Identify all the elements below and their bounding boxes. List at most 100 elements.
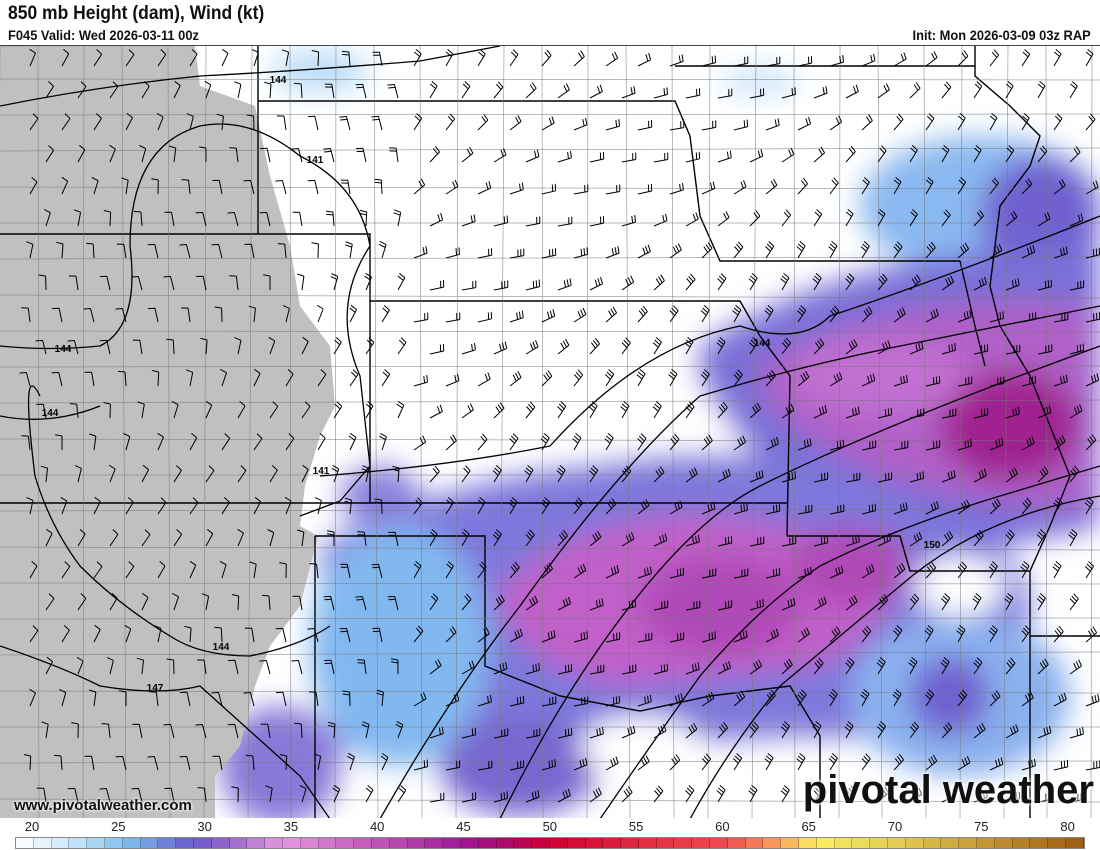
wind-barb: [1005, 467, 1018, 483]
wind-barb: [342, 690, 351, 707]
wind-barb: [957, 756, 971, 771]
wind-barb: [652, 401, 662, 419]
wind-barb: [780, 273, 790, 291]
wind-barb: [330, 273, 339, 291]
colorbar-swatch: [104, 838, 123, 848]
wind-barb: [234, 337, 242, 355]
wind-barb: [957, 113, 966, 131]
wind-barb: [137, 401, 145, 419]
wind-barb: [637, 244, 651, 259]
colorbar-tick: 30: [197, 819, 212, 834]
wind-barb: [941, 722, 953, 739]
wind-barb: [909, 721, 919, 739]
wind-barb: [493, 148, 507, 163]
wind-barb: [83, 308, 95, 323]
wind-barb: [93, 624, 101, 643]
wind-barb: [371, 563, 383, 579]
wind-barb: [572, 433, 582, 451]
wind-barb: [733, 369, 743, 387]
wind-barb: [925, 754, 938, 771]
wind-barb: [813, 657, 824, 675]
wind-barb: [1021, 312, 1037, 323]
wind-barb: [359, 209, 368, 227]
wind-barb: [244, 243, 255, 259]
wind-barb: [909, 531, 923, 547]
wind-barb: [374, 498, 383, 515]
wind-barb: [1037, 81, 1046, 99]
wind-barb: [749, 536, 765, 547]
wind-barb: [21, 307, 31, 323]
wind-barb: [445, 693, 460, 707]
colorbar-swatch: [140, 838, 159, 848]
wind-barb: [988, 625, 998, 643]
wind-barb: [1069, 343, 1085, 355]
wind-barb: [716, 785, 726, 803]
wind-barb: [749, 470, 764, 483]
wind-barb: [21, 435, 31, 451]
wind-barb: [413, 435, 427, 451]
wind-barb: [701, 691, 715, 707]
wind-barb: [861, 177, 870, 195]
wind-barb: [332, 784, 341, 803]
colorbar-swatch: [51, 838, 70, 848]
wind-barb: [151, 178, 159, 195]
wind-barb: [477, 561, 487, 579]
wind-barb: [1037, 725, 1052, 739]
wind-barb: [1085, 626, 1098, 643]
colorbar-swatch: [941, 838, 960, 848]
wind-barb: [861, 564, 875, 579]
wind-barb: [265, 785, 273, 803]
wind-barb: [212, 755, 223, 771]
wind-barb: [141, 464, 150, 483]
wind-barb: [989, 113, 998, 131]
wind-barb: [301, 464, 309, 483]
wind-barb: [637, 755, 650, 771]
wind-barb: [381, 305, 390, 323]
wind-barb: [604, 369, 615, 387]
wind-barb: [132, 339, 143, 355]
wind-barb: [925, 177, 934, 195]
wind-barb: [989, 498, 1001, 515]
colorbar-tick: 50: [542, 819, 558, 834]
colorbar-swatch: [1012, 838, 1031, 848]
wind-barb: [1005, 210, 1018, 227]
wind-barb: [941, 343, 956, 355]
wind-barb: [989, 690, 1001, 707]
wind-barb: [91, 177, 99, 195]
wind-barb: [276, 115, 287, 131]
wind-barb: [1005, 529, 1015, 547]
colorbar-swatch: [621, 838, 639, 848]
wind-barb: [157, 497, 167, 515]
wind-barb: [861, 625, 872, 643]
colorbar-swatch: [514, 838, 533, 848]
wind-barb: [749, 599, 764, 611]
wind-barb: [229, 275, 239, 291]
wind-barb: [477, 49, 486, 67]
weather-map[interactable]: 144 141 144 144 141 144 147 144 150: [0, 45, 1100, 819]
wind-barb: [908, 657, 918, 675]
wind-barb: [117, 370, 127, 387]
wind-barb: [973, 529, 984, 547]
wind-barb: [249, 561, 257, 579]
wind-barb: [829, 565, 844, 579]
wind-barb: [860, 689, 870, 707]
wind-barb: [1069, 593, 1079, 611]
contour-label: 144: [270, 75, 287, 86]
wind-barb: [93, 496, 101, 515]
map-title: 850 mb Height (dam), Wind (kt): [8, 3, 265, 24]
wind-barb: [77, 593, 87, 611]
colorbar-swatch: [549, 838, 568, 848]
wind-barb: [244, 627, 255, 643]
wind-barb: [492, 529, 502, 547]
wind-barb: [1005, 145, 1015, 163]
wind-barb: [716, 337, 726, 355]
wind-barb: [573, 757, 588, 771]
wind-barb: [29, 688, 36, 707]
wind-barb: [395, 720, 404, 739]
wind-barb: [509, 433, 519, 451]
wind-barb: [125, 112, 133, 131]
wind-barb: [141, 81, 150, 99]
colorbar-swatch: [371, 838, 390, 848]
wind-barb: [812, 273, 822, 291]
wind-barb: [668, 369, 678, 387]
